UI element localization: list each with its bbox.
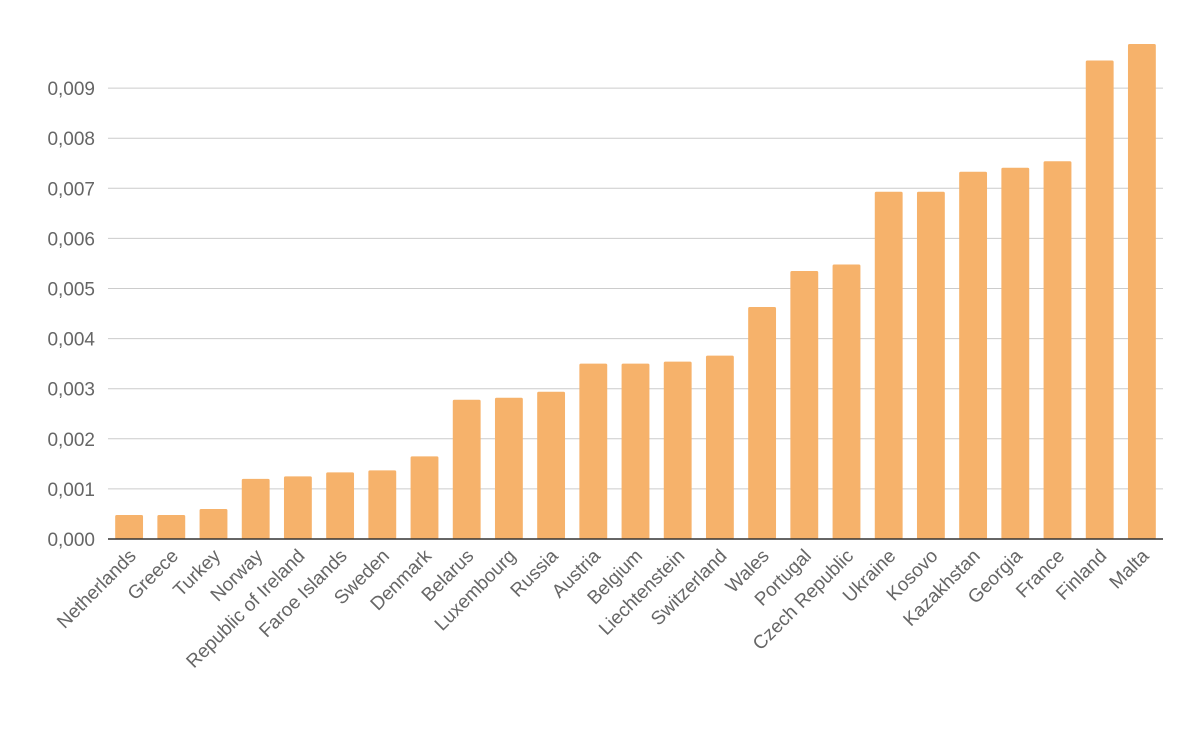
bar bbox=[874, 191, 903, 540]
x-tick-label: Malta bbox=[1106, 545, 1154, 593]
y-tick-label: 0,001 bbox=[47, 480, 95, 501]
y-tick-label: 0,002 bbox=[47, 430, 95, 451]
y-tick-label: 0,004 bbox=[47, 330, 95, 351]
y-tick-label: 0,003 bbox=[47, 380, 95, 401]
bar bbox=[452, 399, 481, 539]
bar bbox=[494, 397, 523, 539]
bar bbox=[663, 361, 692, 539]
bar bbox=[115, 514, 144, 539]
y-tick-label: 0,005 bbox=[47, 279, 95, 300]
y-tick-label: 0,006 bbox=[47, 229, 95, 250]
y-tick-label: 0,000 bbox=[47, 530, 95, 551]
bar bbox=[1043, 161, 1072, 539]
bar bbox=[832, 264, 861, 539]
bar bbox=[241, 478, 270, 539]
bar bbox=[410, 456, 439, 539]
bar bbox=[1001, 167, 1030, 539]
gridlines bbox=[108, 87, 1163, 490]
bar bbox=[916, 191, 945, 540]
bar bbox=[705, 355, 734, 539]
bar bbox=[283, 476, 312, 539]
y-tick-label: 0,008 bbox=[47, 129, 95, 150]
bar bbox=[621, 363, 650, 539]
bar bbox=[1127, 44, 1156, 540]
bar bbox=[579, 363, 608, 539]
bar bbox=[326, 472, 355, 539]
bar bbox=[1085, 60, 1114, 540]
bar bbox=[368, 470, 397, 539]
bar bbox=[748, 307, 777, 539]
y-axis-tick-labels: 0,000 0,001 0,002 0,003 0,004 0,005 0,006 0,007… bbox=[47, 79, 95, 551]
bar bbox=[537, 391, 566, 539]
y-tick-label: 0,009 bbox=[47, 79, 95, 100]
bar bbox=[199, 508, 228, 539]
y-tick-label: 0,007 bbox=[47, 179, 95, 200]
bar bbox=[157, 514, 186, 539]
bar bbox=[959, 171, 988, 540]
bars bbox=[115, 44, 1156, 540]
bar bbox=[790, 270, 819, 539]
